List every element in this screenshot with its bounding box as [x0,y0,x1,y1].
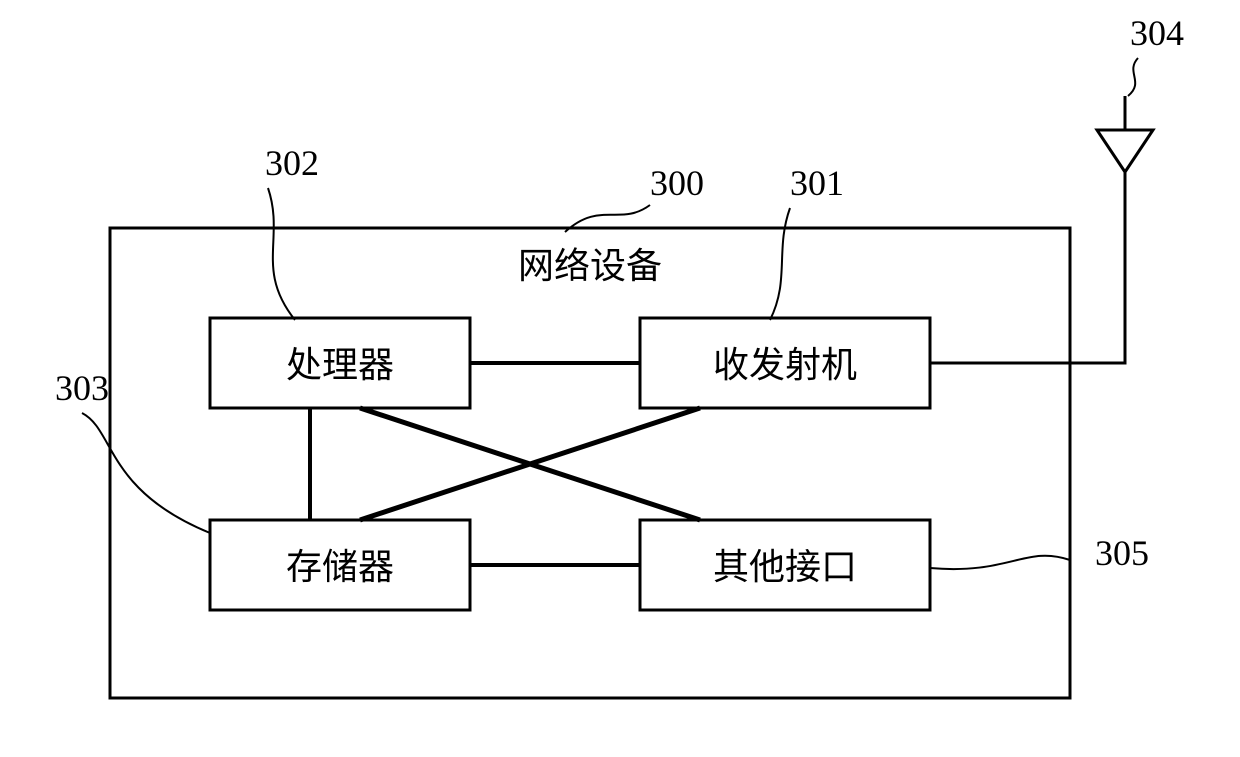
ref-301-label: 301 [790,163,844,203]
block-transceiver-label: 收发射机 [713,345,857,385]
antenna-icon [1097,130,1153,172]
block-memory-label: 存储器 [286,547,394,587]
ref-300: 300 [565,163,704,232]
ref-304-leader [1128,58,1138,96]
ref-305: 305 [930,533,1149,573]
ref-303-leader [82,413,210,533]
ref-304-label: 304 [1130,13,1184,53]
network-device-diagram: 网络设备 处理器 收发射机 存储器 其他接口 300 301 302 3 [0,0,1240,757]
block-processor: 处理器 [210,318,470,408]
ref-303: 303 [55,368,210,533]
block-other-interface-label: 其他接口 [713,547,857,587]
ref-305-leader [930,556,1070,569]
ref-304: 304 [1128,13,1184,96]
ref-305-label: 305 [1095,533,1149,573]
ref-302-leader [268,188,295,320]
ref-302: 302 [265,143,319,320]
antenna-feedline [930,172,1125,363]
ref-303-label: 303 [55,368,109,408]
ref-301-leader [770,208,790,320]
outer-box [110,228,1070,698]
block-memory: 存储器 [210,520,470,610]
ref-302-label: 302 [265,143,319,183]
block-processor-label: 处理器 [286,345,394,385]
block-other-interface: 其他接口 [640,520,930,610]
ref-300-label: 300 [650,163,704,203]
diagram-title: 网络设备 [518,246,662,286]
block-transceiver: 收发射机 [640,318,930,408]
ref-301: 301 [770,163,844,320]
